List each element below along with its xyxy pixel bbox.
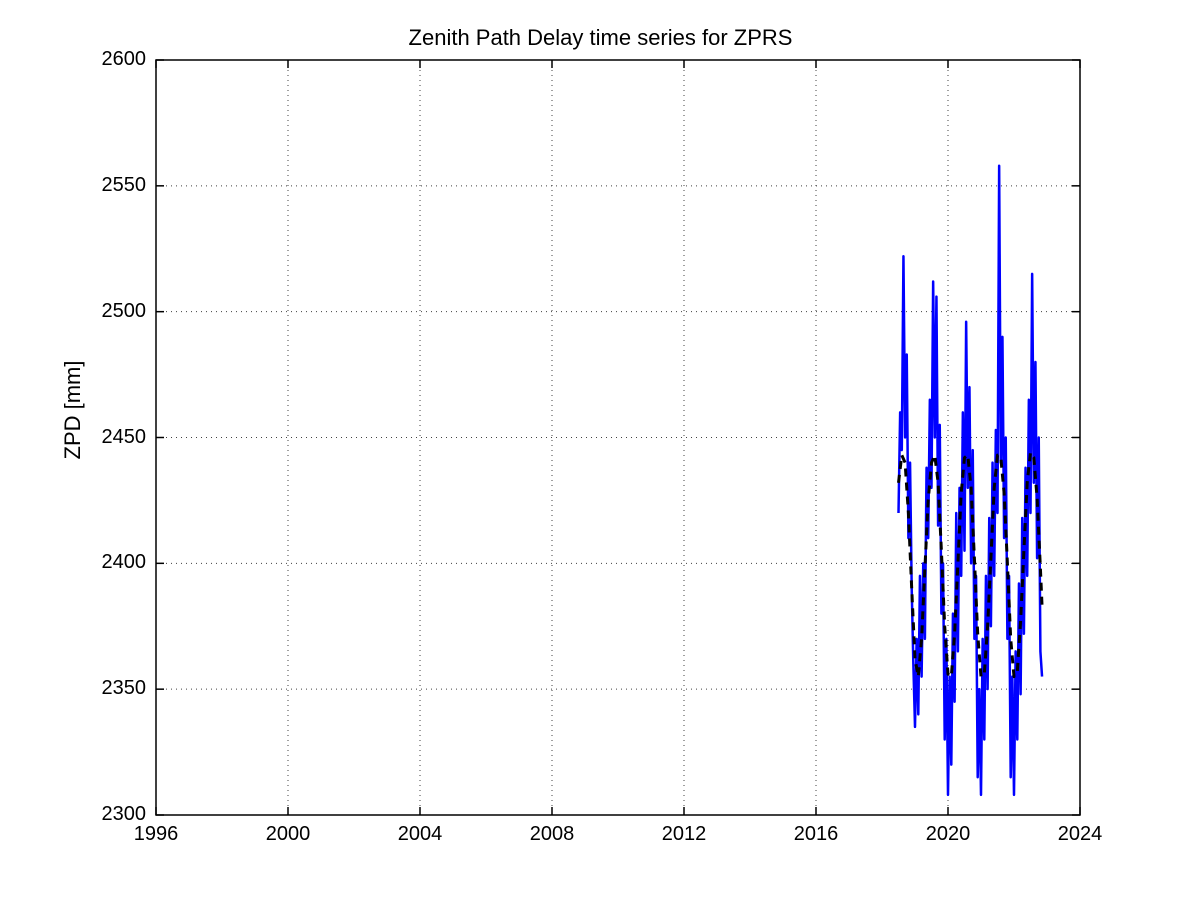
y-tick-label: 2600 [86,48,146,71]
x-tick-label: 1996 [126,823,186,846]
y-tick-label: 2450 [86,426,146,449]
chart-plot-area [0,0,1201,901]
x-tick-label: 2024 [1050,823,1110,846]
x-tick-label: 2016 [786,823,846,846]
figure: Zenith Path Delay time series for ZPRS Z… [0,0,1201,901]
x-tick-label: 2020 [918,823,978,846]
x-tick-label: 2000 [258,823,318,846]
x-tick-label: 2004 [390,823,450,846]
y-tick-label: 2350 [86,677,146,700]
x-tick-label: 2008 [522,823,582,846]
y-tick-label: 2550 [86,174,146,197]
y-tick-label: 2400 [86,551,146,574]
y-tick-label: 2500 [86,300,146,323]
y-tick-label: 2300 [86,803,146,826]
x-tick-label: 2012 [654,823,714,846]
